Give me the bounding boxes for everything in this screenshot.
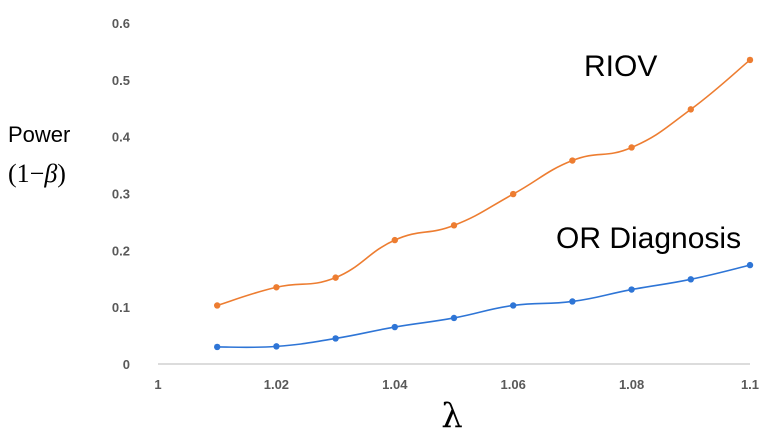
data-point-riov (450, 222, 458, 229)
y-axis-label-beta: β (43, 159, 57, 188)
y-tick-label: 0.1 (112, 300, 130, 315)
y-tick-label: 0.2 (112, 243, 130, 258)
series-line-riov (216, 59, 751, 307)
data-point-riov (214, 302, 221, 309)
data-point-riov (510, 190, 517, 198)
y-axis-label-power: Power (8, 122, 70, 147)
x-tick-labels: 1 1.02 1.04 1.06 1.08 1.1 (154, 377, 759, 392)
x-tick-label: 1.08 (619, 377, 644, 392)
data-point-or-diagnosis (450, 314, 458, 322)
data-point-riov (628, 144, 635, 151)
data-point-or-diagnosis (391, 323, 398, 331)
series-label-or-diagnosis: OR Diagnosis (556, 222, 741, 255)
y-tick-label: 0.5 (112, 73, 130, 88)
x-tick-label: 1.1 (741, 377, 759, 392)
y-axis-label-formula: (1−β) (8, 159, 66, 188)
data-point-riov (569, 157, 576, 164)
data-point-riov (273, 284, 280, 291)
y-tick-label: 0.3 (112, 187, 130, 202)
x-tick-label: 1.06 (501, 377, 526, 392)
data-point-riov (332, 274, 339, 281)
y-axis-label-prefix: (1− (8, 159, 44, 188)
data-point-or-diagnosis (214, 343, 221, 351)
series-points (214, 56, 754, 351)
series-label-riov: RIOV (584, 50, 657, 83)
data-point-or-diagnosis (746, 261, 754, 269)
series-lines (216, 59, 751, 349)
data-point-or-diagnosis (687, 276, 694, 283)
data-point-or-diagnosis (510, 302, 517, 309)
y-tick-label: 0 (123, 357, 130, 372)
x-tick-label: 1.04 (382, 377, 408, 392)
data-point-or-diagnosis (332, 335, 339, 342)
x-axis-label: λ (441, 396, 463, 429)
x-tick-label: 1.02 (264, 377, 289, 392)
data-point-riov (687, 106, 694, 113)
data-point-riov (391, 236, 398, 244)
data-point-or-diagnosis (628, 286, 635, 293)
data-point-or-diagnosis (569, 298, 576, 305)
data-point-riov (746, 56, 754, 64)
y-axis-label-suffix: ) (57, 159, 66, 188)
series-line-or-diagnosis (217, 264, 751, 349)
data-point-or-diagnosis (273, 343, 280, 350)
y-tick-label: 0.6 (112, 16, 130, 31)
y-tick-label: 0.4 (112, 130, 131, 145)
y-tick-labels: 0 0.1 0.2 0.3 0.4 0.5 0.6 (112, 16, 131, 372)
x-tick-label: 1 (154, 377, 161, 392)
